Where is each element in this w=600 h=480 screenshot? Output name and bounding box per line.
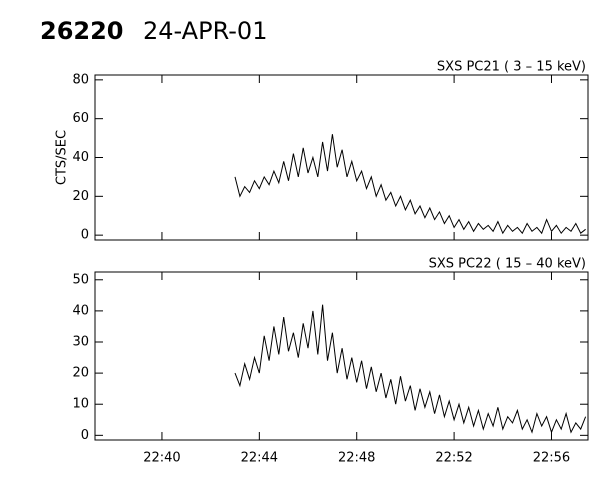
plot-frame — [94, 271, 589, 441]
x-tick-label: 22:52 — [435, 451, 472, 466]
x-tick-label: 22:40 — [143, 451, 180, 466]
y-axis-label: CTS/SEC — [55, 130, 70, 185]
y-tick-label: 40 — [72, 303, 89, 318]
y-tick-label: 50 — [72, 272, 89, 287]
y-tick-label: 40 — [72, 150, 89, 165]
data-line — [234, 304, 587, 434]
panel-title: SXS PC22 ( 15 – 40 keV) — [429, 257, 586, 272]
y-tick-label: 60 — [72, 111, 89, 126]
y-tick-label: 20 — [72, 366, 89, 381]
header-date: 24-APR-01 — [143, 17, 267, 45]
x-tick-label: 22:44 — [241, 451, 278, 466]
y-tick-label: 20 — [72, 189, 89, 204]
y-tick-label: 80 — [72, 72, 89, 87]
y-tick-label: 30 — [72, 335, 89, 350]
data-line — [234, 134, 586, 235]
y-tick-label: 0 — [81, 228, 89, 243]
y-tick-label: 0 — [81, 428, 89, 443]
header-id: 26220 — [40, 17, 124, 45]
x-tick-label: 22:48 — [338, 451, 375, 466]
x-tick-label: 22:56 — [533, 451, 570, 466]
panel-title: SXS PC21 ( 3 – 15 keV) — [437, 60, 586, 75]
y-tick-label: 10 — [72, 397, 89, 412]
